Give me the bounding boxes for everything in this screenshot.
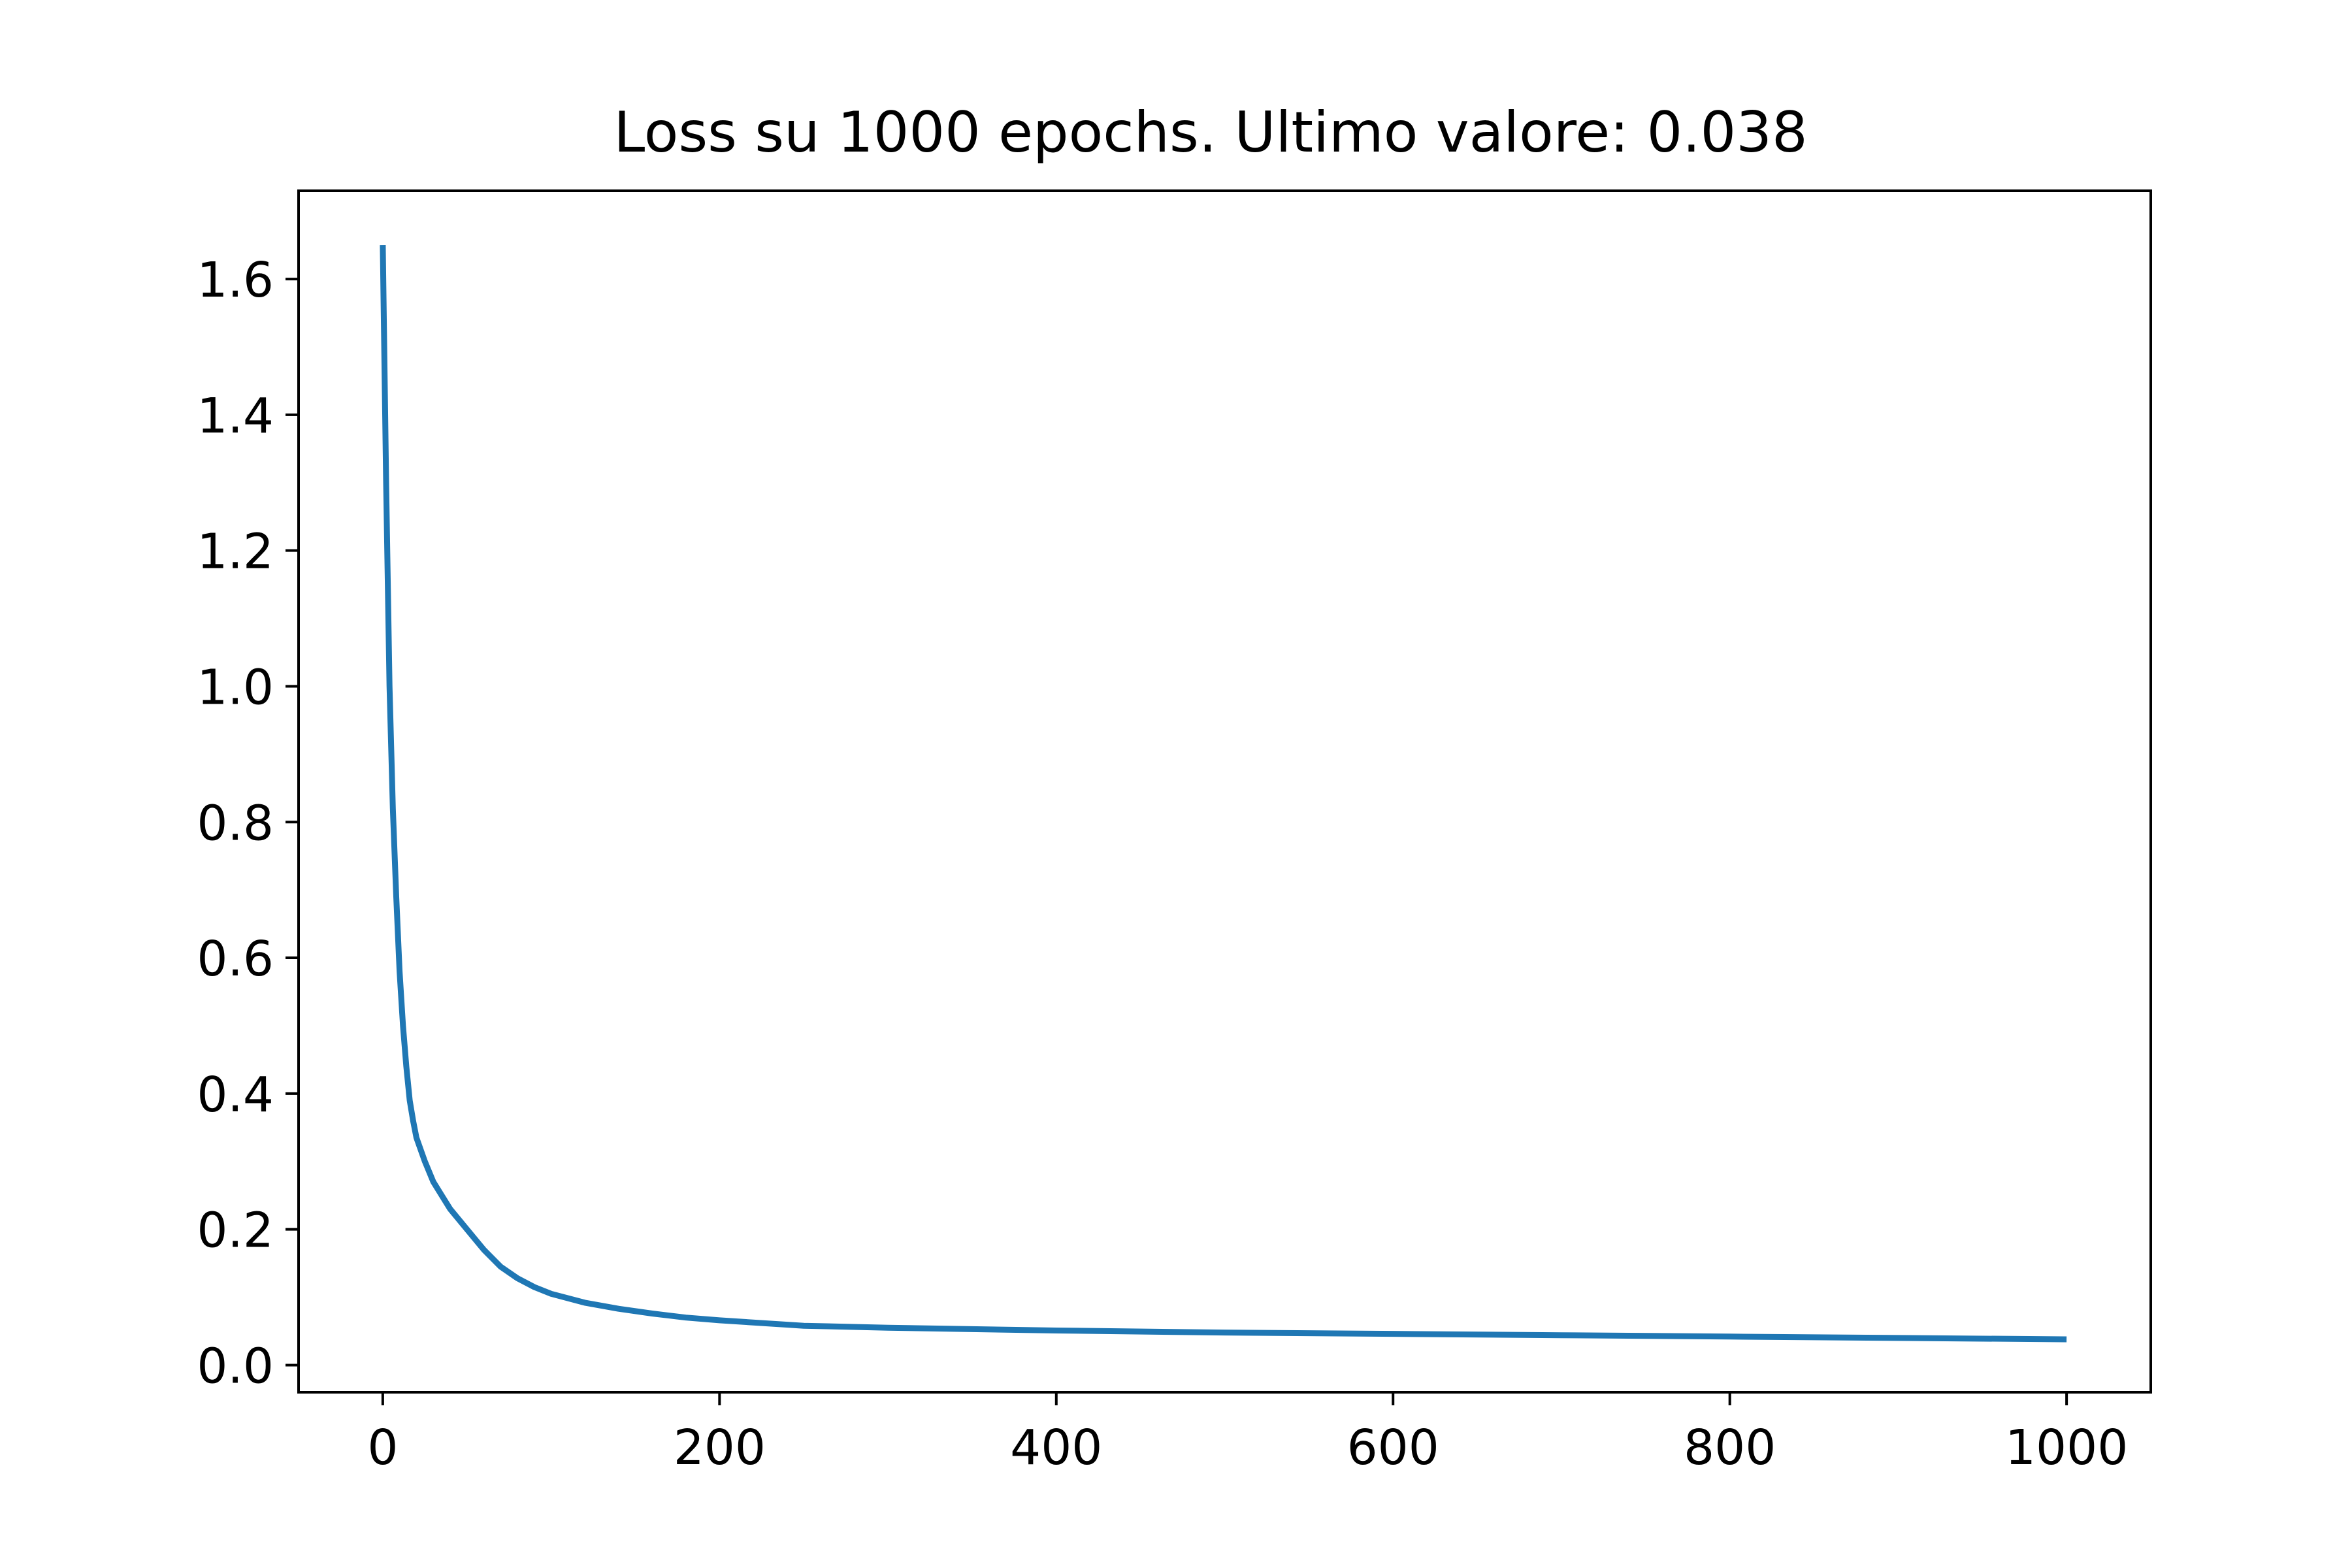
x-tick-label: 400: [1010, 1420, 1102, 1476]
y-axis: 0.0 0.2 0.4 0.6 0.8 1.0 1.2 1.4 1.6: [197, 252, 299, 1394]
x-tick-label: 1000: [2005, 1420, 2128, 1476]
x-axis: 0 200 400 600 800 1000: [367, 1392, 2128, 1476]
y-tick-label: 1.2: [197, 524, 274, 580]
x-tick-label: 200: [674, 1420, 766, 1476]
y-tick-label: 0.8: [197, 795, 274, 851]
axes-frame: [297, 189, 2152, 1394]
y-tick-label: 1.4: [197, 388, 274, 444]
chart-title: Loss su 1000 epochs. Ultimo valore: 0.03…: [613, 100, 1807, 165]
x-tick-label: 800: [1684, 1420, 1776, 1476]
plot-area: [380, 245, 2067, 1343]
y-tick-label: 1.6: [197, 252, 274, 308]
x-tick-label: 0: [367, 1420, 398, 1476]
y-tick-label: 0.2: [197, 1203, 274, 1259]
y-tick-label: 0.0: [197, 1338, 274, 1394]
series-line-loss: [380, 245, 2067, 1343]
x-tick-label: 600: [1347, 1420, 1439, 1476]
y-tick-label: 1.0: [197, 659, 274, 715]
y-tick-label: 0.4: [197, 1067, 274, 1123]
y-tick-label: 0.6: [197, 931, 274, 987]
